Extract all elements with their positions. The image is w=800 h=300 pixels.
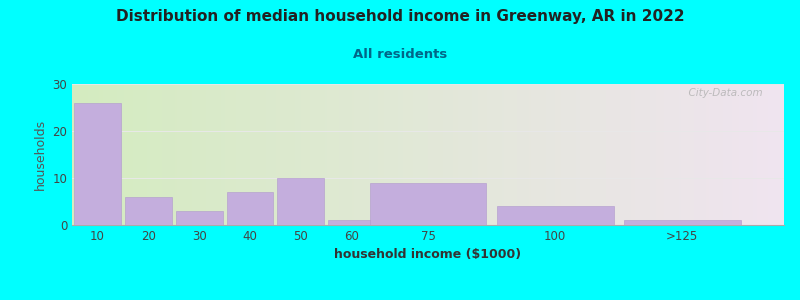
- Bar: [125, 197, 172, 225]
- Bar: [278, 178, 324, 225]
- Bar: [74, 103, 121, 225]
- Bar: [226, 192, 274, 225]
- Bar: [328, 220, 375, 225]
- Bar: [624, 220, 741, 225]
- X-axis label: household income ($1000): household income ($1000): [334, 248, 522, 261]
- Bar: [176, 211, 222, 225]
- Text: Distribution of median household income in Greenway, AR in 2022: Distribution of median household income …: [116, 9, 684, 24]
- Y-axis label: households: households: [34, 119, 46, 190]
- Text: All residents: All residents: [353, 48, 447, 61]
- Bar: [370, 183, 486, 225]
- Bar: [497, 206, 614, 225]
- Text: City-Data.com: City-Data.com: [682, 88, 762, 98]
